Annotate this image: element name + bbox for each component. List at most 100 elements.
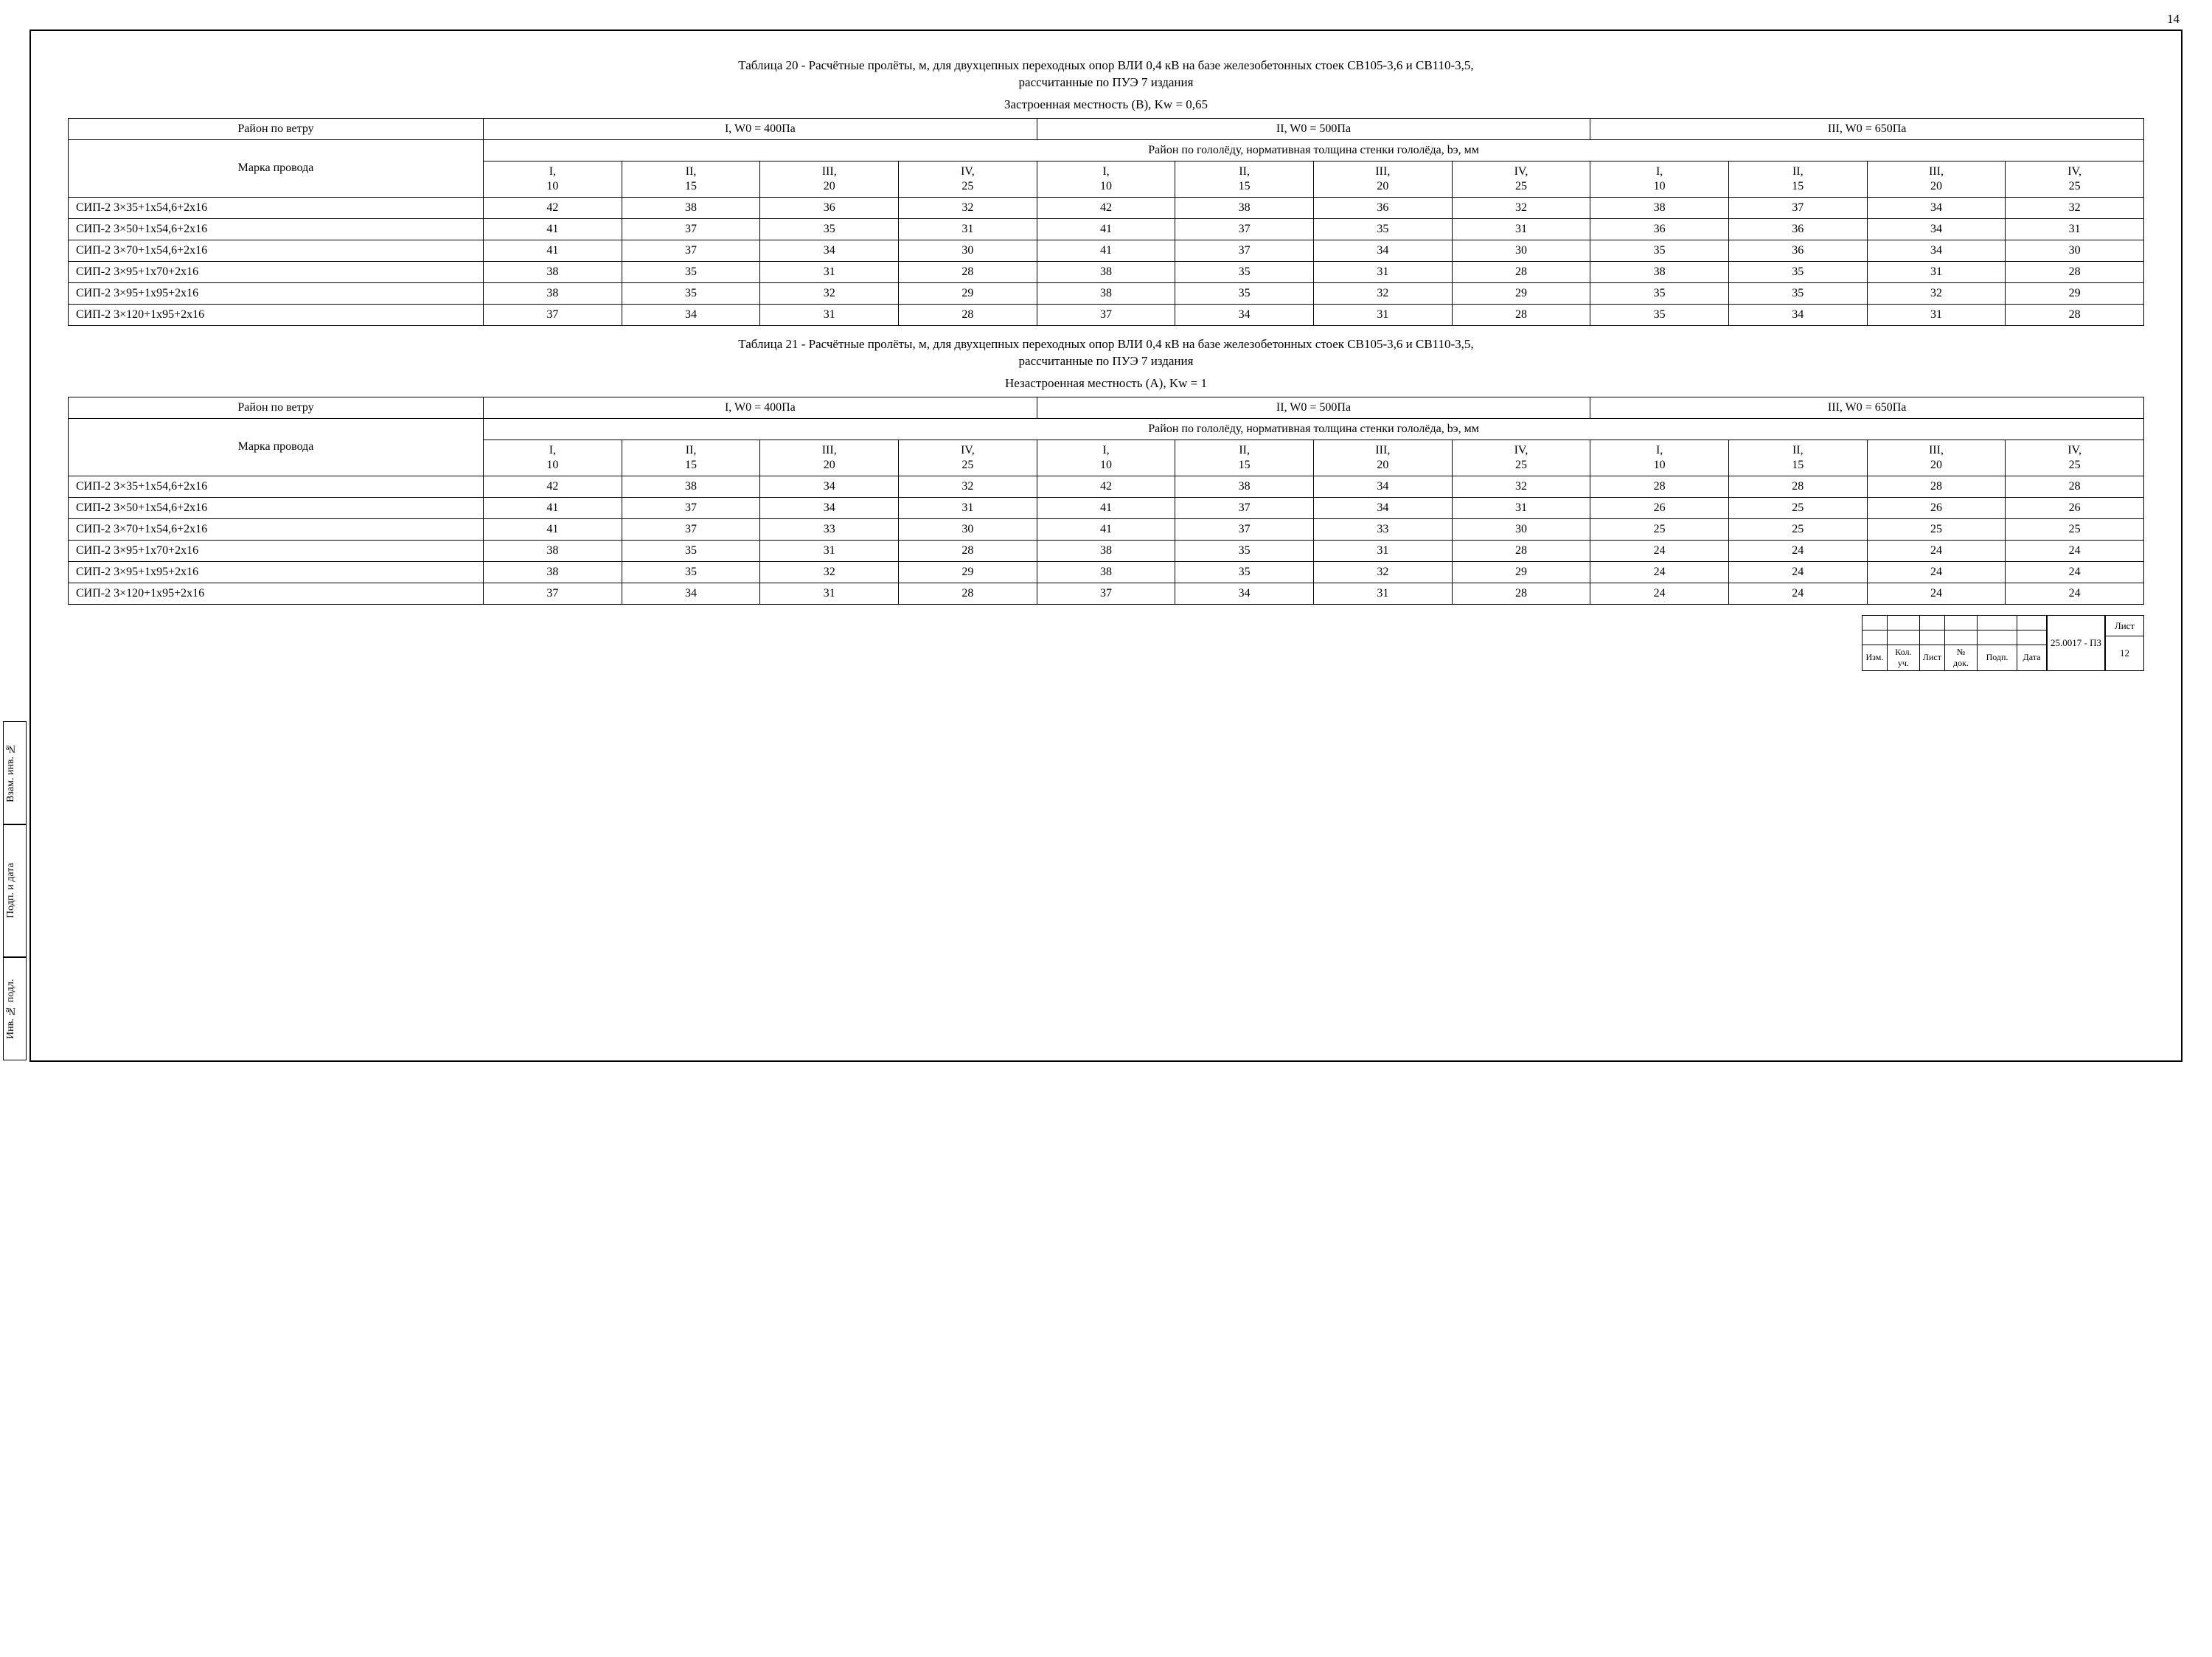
stamp-col-koluch: Кол. уч. [1887, 645, 1919, 670]
sheet-label: Лист [2106, 615, 2144, 636]
value-cell: 41 [1037, 240, 1175, 261]
side-box-vzam: Взам. инв. № [3, 721, 27, 824]
ice-subcol: II,15 [622, 440, 760, 476]
value-cell: 29 [899, 282, 1037, 304]
value-cell: 32 [1314, 561, 1453, 583]
table-row: СИП-2 3×50+1x54,6+2x16413735314137353136… [69, 218, 2144, 240]
value-cell: 31 [1314, 540, 1453, 561]
value-cell: 36 [1728, 240, 1867, 261]
data-table: Район по ветруI, W0 = 400ПаII, W0 = 500П… [68, 118, 2144, 326]
value-cell: 38 [1037, 261, 1175, 282]
wire-type-cell: СИП-2 3×50+1x54,6+2x16 [69, 497, 484, 518]
stamp-col-ndok: № док. [1945, 645, 1978, 670]
value-cell: 24 [1867, 583, 2006, 604]
wind-header: Район по ветру [69, 118, 484, 139]
value-cell: 35 [622, 540, 760, 561]
value-cell: 41 [484, 497, 622, 518]
wind-group: III, W0 = 650Па [1590, 397, 2144, 418]
value-cell: 35 [622, 261, 760, 282]
value-cell: 30 [899, 240, 1037, 261]
stamp-labels-row: Изм. Кол. уч. Лист № док. Подп. Дата [1862, 645, 2046, 670]
value-cell: 34 [1314, 240, 1453, 261]
value-cell: 34 [760, 240, 899, 261]
wire-type-cell: СИП-2 3×35+1x54,6+2x16 [69, 197, 484, 218]
value-cell: 31 [760, 261, 899, 282]
value-cell: 38 [484, 282, 622, 304]
value-cell: 35 [1175, 282, 1314, 304]
wire-type-cell: СИП-2 3×95+1x70+2x16 [69, 261, 484, 282]
value-cell: 41 [1037, 218, 1175, 240]
value-cell: 41 [1037, 518, 1175, 540]
value-cell: 32 [2006, 197, 2144, 218]
table-subcaption: Застроенная местность (B), Kw = 0,65 [68, 97, 2144, 112]
ice-subcol: III,20 [1314, 161, 1453, 197]
outer-page-number: 14 [2167, 12, 2180, 27]
value-cell: 38 [484, 261, 622, 282]
title-block: Изм. Кол. уч. Лист № док. Подп. Дата 25.… [68, 615, 2144, 671]
value-cell: 29 [899, 561, 1037, 583]
value-cell: 29 [1452, 282, 1590, 304]
ice-subcol: IV,25 [899, 161, 1037, 197]
value-cell: 33 [760, 518, 899, 540]
value-cell: 41 [484, 518, 622, 540]
value-cell: 28 [2006, 476, 2144, 497]
ice-subcol: II,15 [1175, 161, 1314, 197]
value-cell: 37 [484, 304, 622, 325]
value-cell: 34 [622, 583, 760, 604]
value-cell: 31 [899, 497, 1037, 518]
value-cell: 36 [1590, 218, 1729, 240]
value-cell: 41 [1037, 497, 1175, 518]
value-cell: 28 [899, 261, 1037, 282]
stamp-col-podp: Подп. [1978, 645, 2017, 670]
wire-type-cell: СИП-2 3×95+1x95+2x16 [69, 282, 484, 304]
wind-group: II, W0 = 500Па [1037, 397, 1590, 418]
value-cell: 37 [622, 240, 760, 261]
ice-subcol: I,10 [1590, 161, 1729, 197]
value-cell: 28 [1452, 304, 1590, 325]
value-cell: 35 [1590, 282, 1729, 304]
ice-subcol: I,10 [1590, 440, 1729, 476]
value-cell: 36 [760, 197, 899, 218]
value-cell: 38 [622, 197, 760, 218]
ice-subcol: I,10 [484, 161, 622, 197]
value-cell: 37 [484, 583, 622, 604]
value-cell: 31 [760, 540, 899, 561]
table-subcaption: Незастроенная местность (A), Kw = 1 [68, 376, 2144, 391]
value-cell: 36 [1314, 197, 1453, 218]
value-cell: 31 [899, 218, 1037, 240]
value-cell: 31 [2006, 218, 2144, 240]
value-cell: 37 [1037, 583, 1175, 604]
value-cell: 24 [1867, 540, 2006, 561]
sheet-number-table: Лист 12 [2105, 615, 2144, 671]
value-cell: 28 [899, 304, 1037, 325]
wire-label-header: Марка провода [69, 139, 484, 197]
ice-subcol: III,20 [1314, 440, 1453, 476]
ice-subcol: III,20 [760, 161, 899, 197]
value-cell: 29 [1452, 561, 1590, 583]
value-cell: 28 [1452, 583, 1590, 604]
value-cell: 31 [1867, 304, 2006, 325]
page-frame: 14 Взам. инв. № Подп. и дата Инв. № подл… [29, 29, 2183, 1062]
stamp-table: Изм. Кол. уч. Лист № док. Подп. Дата [1862, 615, 2047, 671]
ice-header: Район по гололёду, нормативная толщина с… [484, 418, 2144, 440]
side-box-inv: Инв. № подл. [3, 957, 27, 1060]
table-row: СИП-2 3×95+1x95+2x1638353229383532292424… [69, 561, 2144, 583]
value-cell: 41 [484, 240, 622, 261]
ice-subcol: III,20 [1867, 161, 2006, 197]
value-cell: 31 [1867, 261, 2006, 282]
value-cell: 37 [622, 497, 760, 518]
value-cell: 37 [1175, 240, 1314, 261]
value-cell: 35 [1728, 282, 1867, 304]
value-cell: 32 [899, 476, 1037, 497]
value-cell: 35 [1175, 261, 1314, 282]
value-cell: 24 [1590, 583, 1729, 604]
value-cell: 37 [1728, 197, 1867, 218]
table-row: СИП-2 3×120+1x95+2x163734312837343128353… [69, 304, 2144, 325]
doc-code: 25.0017 - ПЗ [2048, 615, 2105, 670]
value-cell: 31 [1452, 497, 1590, 518]
ice-header: Район по гололёду, нормативная толщина с… [484, 139, 2144, 161]
stamp-col-list: Лист [1919, 645, 1944, 670]
value-cell: 38 [622, 476, 760, 497]
value-cell: 38 [1590, 197, 1729, 218]
value-cell: 24 [2006, 583, 2144, 604]
